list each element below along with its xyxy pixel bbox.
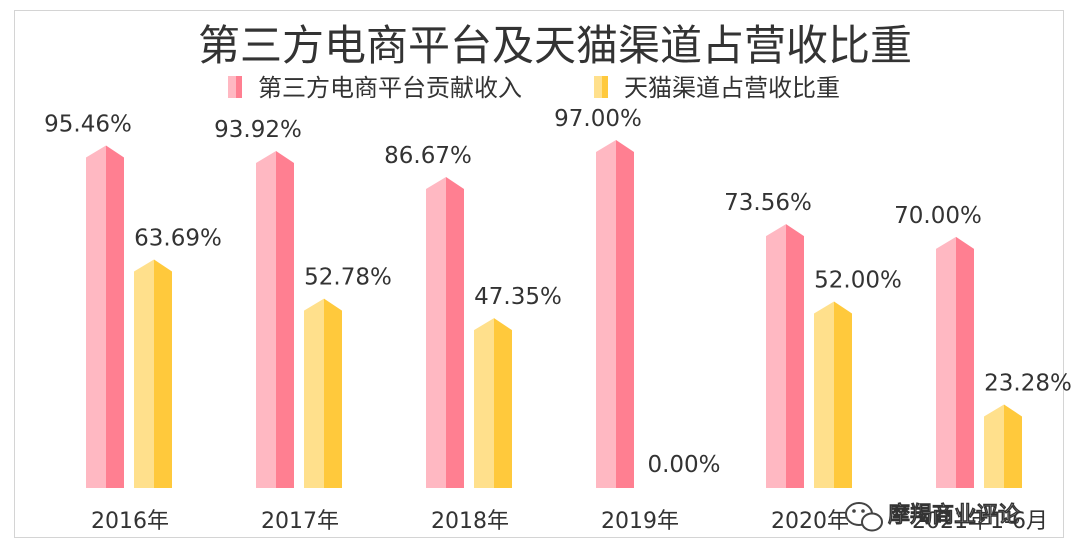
x-tick-label: 2020年 <box>771 509 849 534</box>
bar-revenue[interactable] <box>86 145 124 488</box>
x-tick-label: 2018年 <box>431 509 509 534</box>
bar-front-face <box>766 224 786 488</box>
bar-front-face <box>426 177 446 488</box>
bar-side-face <box>154 259 172 488</box>
data-label: 93.92% <box>214 117 302 143</box>
bar-side-face <box>834 301 852 488</box>
data-label: 23.28% <box>984 370 1072 396</box>
bar-revenue[interactable] <box>256 151 294 488</box>
x-tick-label: 2016年 <box>91 509 169 534</box>
bar-side-face <box>786 224 804 488</box>
data-label: 95.46% <box>44 112 132 138</box>
legend-swatch-side <box>602 76 608 98</box>
x-tick-label: 2017年 <box>261 509 339 534</box>
chart-title: 第三方电商平台及天猫渠道占营收比重 <box>198 21 912 70</box>
bar-front-face <box>814 301 834 488</box>
bar-tmall[interactable] <box>304 298 342 488</box>
data-label: 97.00% <box>554 106 642 132</box>
bar-front-face <box>474 318 494 488</box>
wechat-icon <box>845 502 883 532</box>
bar-side-face <box>106 145 124 488</box>
bar-side-face <box>494 318 512 488</box>
bar-front-face <box>256 151 276 488</box>
bar-tmall[interactable] <box>134 259 172 488</box>
bar-side-face <box>616 140 634 488</box>
data-label: 86.67% <box>384 143 472 169</box>
bar-tmall[interactable] <box>814 301 852 488</box>
bar-side-face <box>276 151 294 488</box>
bar-front-face <box>936 236 956 488</box>
chart-frame <box>14 10 1064 538</box>
legend-swatch-side <box>236 76 242 98</box>
bar-front-face <box>134 259 154 488</box>
bars-group: 95.46% 63.69% 93.92% 52.78% 86.67% 47.35% 97.0… <box>44 106 1072 488</box>
bar-revenue[interactable] <box>596 140 634 488</box>
bar-revenue[interactable] <box>936 236 974 488</box>
data-label: 63.69% <box>134 226 222 252</box>
data-label: 52.78% <box>304 265 392 291</box>
bar-front-face <box>984 404 1004 488</box>
bar-front-face <box>304 298 324 488</box>
bar-tmall[interactable] <box>984 404 1022 488</box>
watermark-text: 摩羯商业评论 <box>888 502 1021 528</box>
x-axis-ticks: 2016年 2017年 2018年 2019年 2020年 2021年1-6月 <box>91 509 1048 534</box>
legend-item-revenue[interactable]: 第三方电商平台贡献收入 <box>228 74 522 102</box>
legend-swatch-front <box>594 76 602 98</box>
legend-label: 第三方电商平台贡献收入 <box>258 74 522 102</box>
data-label: 0.00% <box>647 452 720 478</box>
bar-front-face <box>596 140 616 488</box>
legend-item-tmall[interactable]: 天猫渠道占营收比重 <box>594 74 840 102</box>
watermark: 摩羯商业评论 <box>845 502 1021 532</box>
x-tick-label: 2019年 <box>601 509 679 534</box>
data-label: 70.00% <box>894 203 982 229</box>
bar-tmall[interactable] <box>474 318 512 488</box>
bar-revenue[interactable] <box>766 224 804 488</box>
data-label: 73.56% <box>724 190 812 216</box>
bar-side-face <box>956 236 974 488</box>
legend-swatch-front <box>228 76 236 98</box>
x-tick-label: 2021年1-6月 <box>912 509 1048 534</box>
bar-front-face <box>86 145 106 488</box>
bar-side-face <box>1004 404 1022 488</box>
bar-revenue[interactable] <box>426 177 464 488</box>
legend-label: 天猫渠道占营收比重 <box>624 74 840 102</box>
bar-side-face <box>446 177 464 488</box>
bar-side-face <box>324 298 342 488</box>
legend: 第三方电商平台贡献收入 天猫渠道占营收比重 <box>228 74 840 102</box>
data-label: 47.35% <box>474 284 562 310</box>
data-label: 52.00% <box>814 267 902 293</box>
